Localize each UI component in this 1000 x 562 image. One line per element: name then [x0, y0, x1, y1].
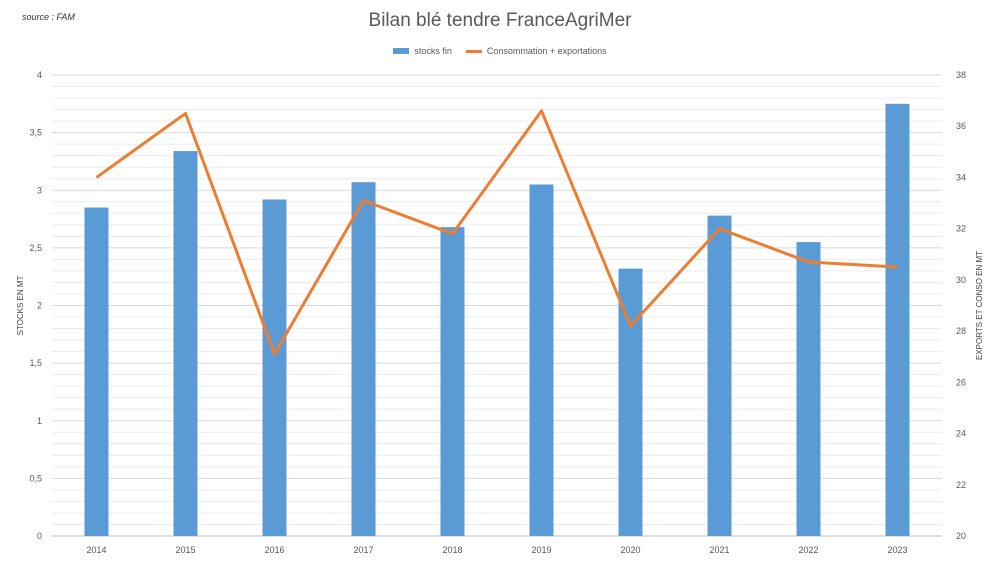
bar-stocks-fin: [618, 268, 643, 536]
y-axis-title: STOCKS EN MT: [16, 275, 25, 335]
bar-stocks-fin: [440, 227, 465, 536]
x-tick-label: 2021: [709, 545, 729, 555]
legend-item-bars: stocks fin: [393, 46, 452, 56]
y-tick-label: 2: [37, 301, 42, 311]
x-tick-label: 2023: [887, 545, 907, 555]
x-tick-label: 2022: [798, 545, 818, 555]
bar-stocks-fin: [707, 215, 732, 537]
legend-label-line: Consommation + exportations: [486, 46, 607, 56]
chart-title: Bilan blé tendre FranceAgriMer: [368, 10, 632, 31]
legend-label-bars: stocks fin: [414, 46, 452, 56]
x-tick-label: 2016: [264, 545, 284, 555]
y2-tick-label: 22: [956, 480, 966, 490]
bar-stocks-fin: [262, 199, 287, 536]
source-note: source : FAM: [22, 12, 75, 22]
x-tick-label: 2020: [620, 545, 640, 555]
y-tick-label: 3,5: [29, 128, 42, 138]
y-tick-label: 3: [37, 185, 42, 195]
y2-tick-label: 34: [956, 172, 966, 182]
y-tick-label: 2,5: [29, 243, 42, 253]
bar-stocks-fin: [173, 151, 198, 536]
y2-tick-label: 20: [956, 531, 966, 541]
legend-swatch-line: [465, 49, 482, 53]
bar-stocks-fin: [796, 242, 821, 537]
x-tick-label: 2015: [175, 545, 195, 555]
bar-stocks-fin: [529, 184, 554, 537]
y2-tick-label: 24: [956, 429, 966, 439]
y2-tick-label: 28: [956, 326, 966, 336]
legend-item-line: Consommation + exportations: [465, 46, 607, 56]
y-tick-label: 1: [37, 416, 42, 426]
legend: stocks fin Consommation + exportations: [0, 46, 1000, 56]
x-tick-label: 2014: [86, 545, 106, 555]
legend-swatch-bar: [393, 48, 410, 54]
bar-stocks-fin: [885, 103, 910, 536]
y-tick-label: 0,5: [29, 473, 42, 483]
x-tick-label: 2018: [442, 545, 462, 555]
x-tick-label: 2017: [353, 545, 373, 555]
x-tick-label: 2019: [531, 545, 551, 555]
y2-axis-title: EXPORTS ET CONSO EN MT: [975, 251, 984, 360]
line-consommation-exportations: [95, 109, 898, 356]
y2-tick-label: 38: [956, 70, 966, 80]
y2-tick-label: 30: [956, 275, 966, 285]
bar-stocks-fin: [84, 207, 109, 536]
y-tick-label: 0: [37, 531, 42, 541]
y2-tick-label: 32: [956, 224, 966, 234]
y2-tick-label: 36: [956, 121, 966, 131]
y-tick-label: 4: [37, 70, 42, 80]
y2-tick-label: 26: [956, 377, 966, 387]
y-tick-label: 1,5: [29, 358, 42, 368]
bar-stocks-fin: [351, 182, 376, 536]
